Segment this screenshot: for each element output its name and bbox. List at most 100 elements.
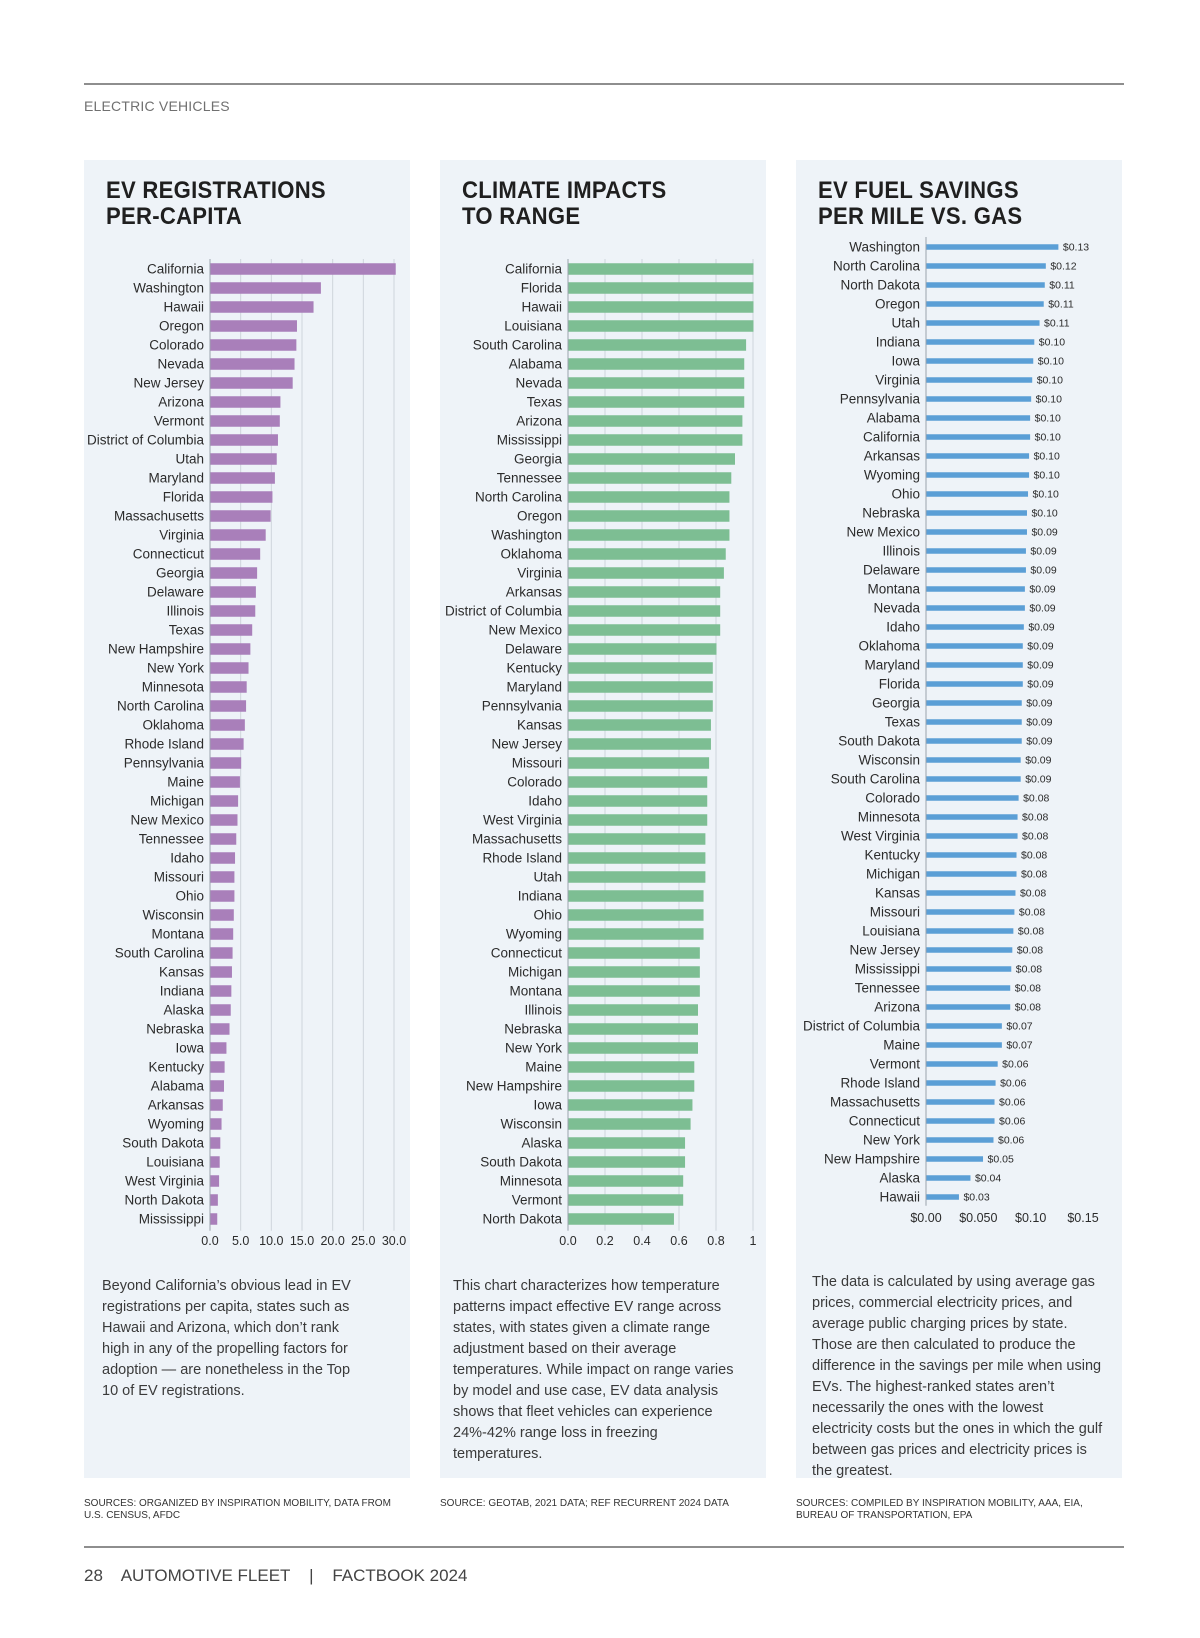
bar — [926, 624, 1024, 630]
category-label: Texas — [527, 395, 563, 410]
category-label: Illinois — [882, 544, 920, 559]
category-label: South Dakota — [122, 1136, 204, 1151]
category-label: Connecticut — [491, 946, 563, 961]
data-label: $0.08 — [1018, 926, 1044, 938]
category-label: Alabama — [151, 1079, 205, 1094]
category-label: Oregon — [517, 509, 562, 524]
category-label: Colorado — [507, 775, 562, 790]
data-label: $0.10 — [1034, 470, 1060, 482]
bar — [926, 890, 1016, 896]
panel-climate-impacts: CLIMATE IMPACTS TO RANGE California Flori… — [440, 160, 766, 1478]
bar — [926, 472, 1030, 478]
bar — [210, 1156, 220, 1168]
bar — [210, 263, 396, 275]
category-label: District of Columbia — [803, 1019, 921, 1034]
bar — [568, 776, 708, 788]
bar — [210, 1175, 220, 1187]
bar — [210, 852, 236, 864]
bar — [568, 833, 706, 845]
bar — [210, 681, 247, 693]
category-label: Wisconsin — [858, 753, 920, 768]
category-label: New Hampshire — [824, 1152, 920, 1167]
data-label: $0.10 — [1039, 337, 1065, 349]
category-label: Idaho — [886, 620, 920, 635]
bar — [568, 1194, 684, 1206]
data-label: $0.09 — [1025, 755, 1051, 767]
data-label: $0.10 — [1031, 508, 1057, 520]
category-label: New York — [863, 1133, 920, 1148]
data-label: $0.09 — [1030, 565, 1056, 577]
category-label: Missouri — [870, 905, 920, 920]
category-label: Kentucky — [864, 848, 920, 863]
bar — [210, 776, 240, 788]
category-label: Alabama — [509, 357, 563, 372]
category-label: New Jersey — [491, 737, 562, 752]
category-label: Missouri — [154, 870, 204, 885]
bar — [210, 567, 258, 579]
bar — [210, 985, 232, 997]
bar — [210, 453, 277, 465]
bar — [210, 1023, 230, 1035]
bar — [568, 567, 724, 579]
bar — [568, 719, 711, 731]
category-label: Alabama — [867, 411, 921, 426]
data-label: $0.09 — [1026, 717, 1052, 729]
footer-separator: | — [309, 1566, 314, 1585]
publication-name: AUTOMOTIVE FLEET — [120, 1566, 291, 1585]
bar — [926, 301, 1044, 307]
bar — [926, 1099, 995, 1105]
bar — [568, 1023, 698, 1035]
bar — [568, 1042, 698, 1054]
category-label: Kentucky — [148, 1060, 204, 1075]
bar — [568, 1080, 695, 1092]
category-label: Pennsylvania — [482, 699, 563, 714]
bar — [926, 1175, 971, 1181]
bar — [210, 871, 235, 883]
category-label: Arkansas — [506, 585, 563, 600]
category-label: West Virginia — [483, 813, 563, 828]
bar — [568, 434, 743, 446]
data-label: $0.09 — [1027, 660, 1053, 672]
data-label: $0.08 — [1016, 964, 1042, 976]
bar — [926, 947, 1013, 953]
category-label: Utah — [891, 316, 920, 331]
data-label: $0.09 — [1030, 546, 1056, 558]
bar — [210, 1080, 224, 1092]
data-label: $0.08 — [1017, 945, 1043, 957]
bar — [568, 1213, 674, 1225]
bar — [210, 548, 261, 560]
category-label: Oklahoma — [142, 718, 204, 733]
bar — [210, 491, 273, 503]
bar — [568, 605, 721, 617]
bar — [568, 890, 704, 902]
x-tick-label: 0.0 — [201, 1234, 218, 1248]
bar — [926, 966, 1012, 972]
bar — [568, 586, 721, 598]
bar — [926, 852, 1017, 858]
data-label: $0.08 — [1015, 983, 1041, 995]
source-note-1: SOURCES: ORGANIZED BY INSPIRATION MOBILI… — [84, 1498, 391, 1521]
category-label: Indiana — [876, 335, 921, 350]
bar — [210, 738, 244, 750]
bar — [210, 339, 297, 351]
data-label: $0.08 — [1022, 831, 1048, 843]
bar — [926, 776, 1021, 782]
category-label: Maryland — [506, 680, 562, 695]
bar — [210, 1194, 218, 1206]
top-rule — [84, 83, 1124, 85]
data-label: $0.05 — [988, 1154, 1014, 1166]
bar — [210, 1042, 227, 1054]
category-label: District of Columbia — [445, 604, 563, 619]
bar — [926, 909, 1015, 915]
bar — [926, 662, 1023, 668]
bar — [210, 1099, 223, 1111]
category-label: North Carolina — [475, 490, 563, 505]
bar — [926, 244, 1059, 250]
data-label: $0.10 — [1033, 489, 1059, 501]
panel-ev-registrations: EV REGISTRATIONS PER-CAPITA California Wa… — [84, 160, 410, 1478]
bar — [210, 795, 239, 807]
category-label: New York — [505, 1041, 562, 1056]
bar — [210, 928, 234, 940]
category-label: Arizona — [874, 1000, 920, 1015]
category-label: Pennsylvania — [124, 756, 205, 771]
